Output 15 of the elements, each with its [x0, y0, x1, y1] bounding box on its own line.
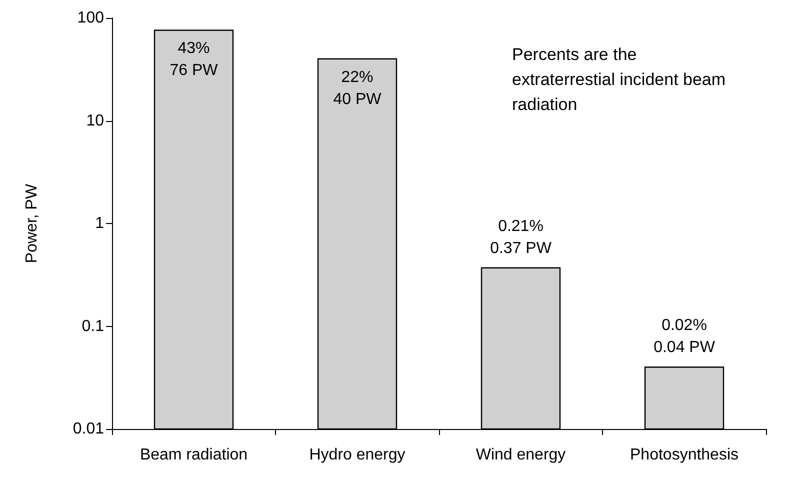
y-tick-label: 100: [77, 10, 104, 26]
data-label: 43% 76 PW: [170, 40, 219, 80]
data-label: 0.02% 0.04 PW: [654, 317, 716, 356]
x-tick-label: Photosynthesis: [630, 446, 739, 464]
x-tick-label: Beam radiation: [140, 446, 248, 464]
annotation: Percents are the extraterrestial incident beam radiation: [512, 45, 730, 114]
data-label: 22% 40 PW: [333, 68, 382, 108]
y-tick-label: 0.01: [72, 420, 104, 438]
x-tick-label: Wind energy: [476, 446, 566, 464]
y-tick-label: 1: [95, 215, 104, 232]
y-axis-title: Power, PW: [24, 183, 40, 264]
y-tick-label: 0.1: [82, 318, 104, 335]
data-label: 0.21% 0.37 PW: [490, 218, 552, 257]
x-tick-label: Hydro energy: [309, 446, 406, 464]
y-tick-label: 10: [86, 112, 104, 130]
